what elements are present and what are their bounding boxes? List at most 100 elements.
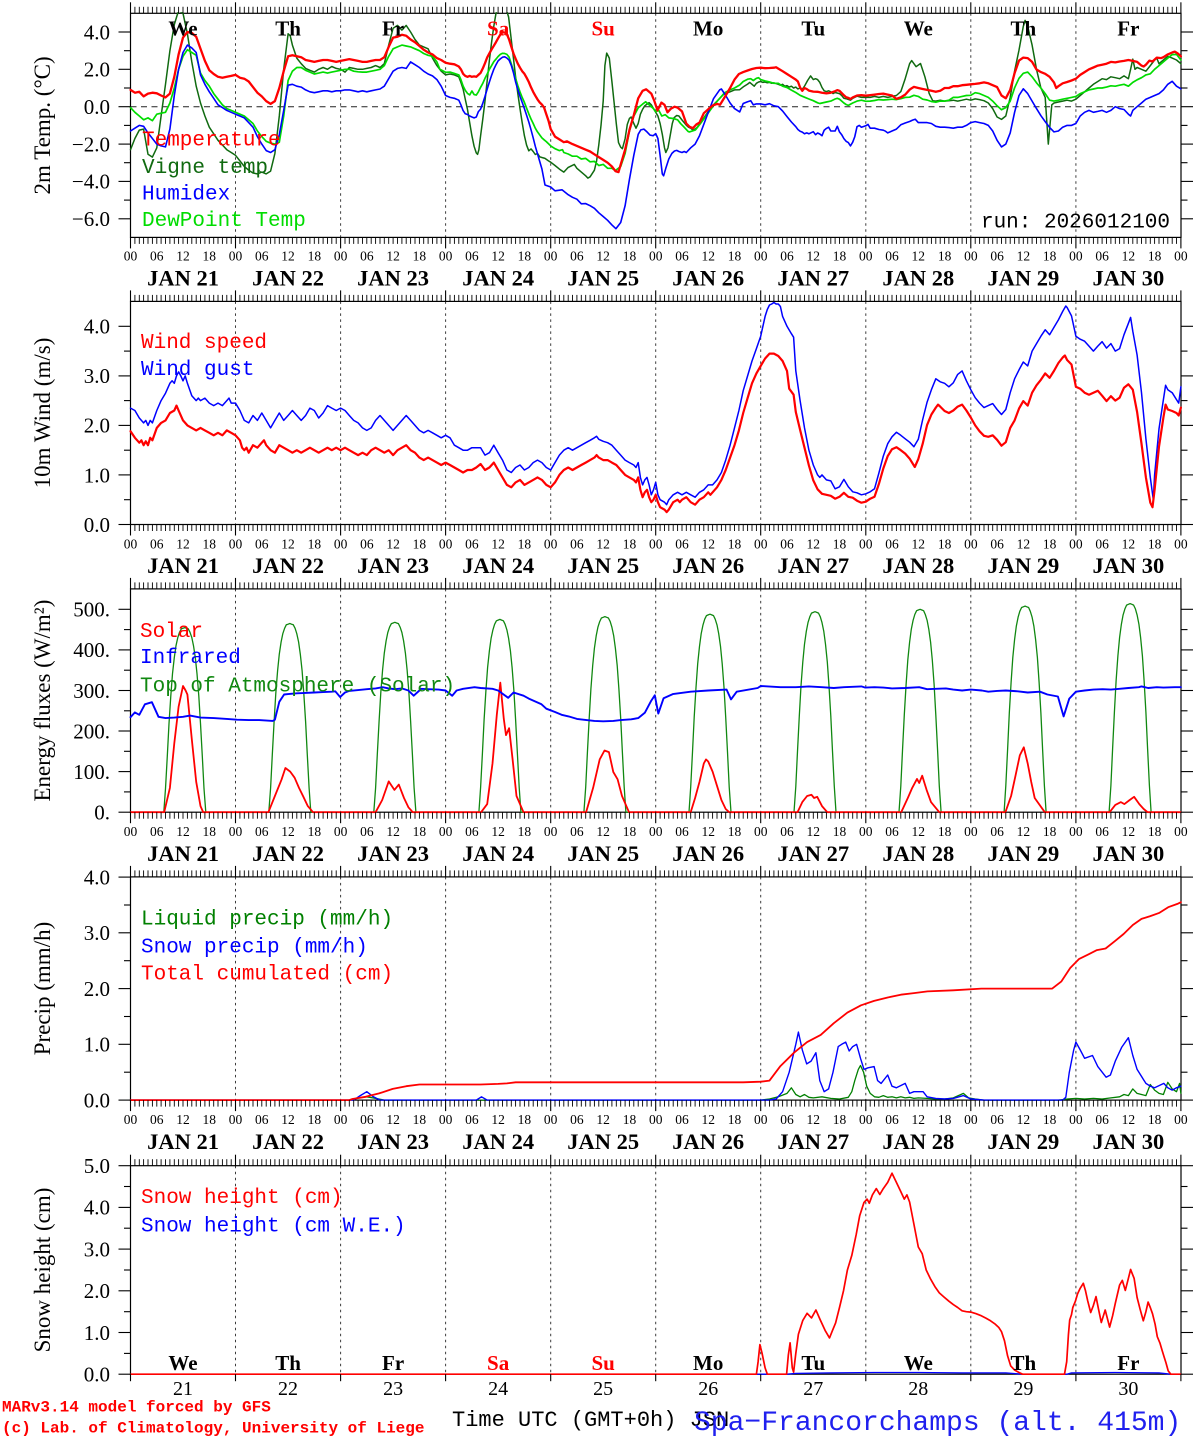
svg-text:18: 18 bbox=[1043, 248, 1057, 263]
svg-text:24: 24 bbox=[488, 1378, 508, 1400]
svg-text:06: 06 bbox=[255, 1112, 269, 1127]
svg-text:12: 12 bbox=[912, 537, 926, 552]
svg-text:12: 12 bbox=[596, 248, 610, 263]
svg-text:12: 12 bbox=[807, 1112, 821, 1127]
svg-text:18: 18 bbox=[413, 537, 427, 552]
svg-text:00: 00 bbox=[124, 824, 138, 839]
svg-text:Liquid precip (mm/h): Liquid precip (mm/h) bbox=[141, 908, 393, 931]
svg-text:12: 12 bbox=[807, 248, 821, 263]
svg-text:Fr: Fr bbox=[382, 1351, 404, 1375]
svg-text:JAN 29: JAN 29 bbox=[987, 1129, 1059, 1154]
svg-text:00: 00 bbox=[124, 248, 138, 263]
svg-text:Fr: Fr bbox=[1117, 16, 1139, 40]
svg-text:Temperature: Temperature bbox=[142, 129, 281, 152]
svg-text:JAN 24: JAN 24 bbox=[462, 841, 534, 866]
svg-text:00: 00 bbox=[1069, 824, 1083, 839]
svg-text:0.0: 0.0 bbox=[84, 1363, 110, 1387]
svg-text:Humidex: Humidex bbox=[142, 184, 230, 207]
svg-text:12: 12 bbox=[491, 248, 505, 263]
svg-text:Spa−Francorchamps (alt. 415m): Spa−Francorchamps (alt. 415m) bbox=[694, 1408, 1181, 1439]
svg-text:JAN 22: JAN 22 bbox=[252, 841, 324, 866]
svg-text:Tu: Tu bbox=[801, 1351, 825, 1375]
svg-text:Su: Su bbox=[592, 16, 616, 40]
svg-text:10m Wind (m/s): 10m Wind (m/s) bbox=[30, 338, 55, 489]
svg-text:JAN 21: JAN 21 bbox=[147, 553, 219, 578]
svg-text:18: 18 bbox=[623, 248, 637, 263]
svg-text:18: 18 bbox=[1148, 1112, 1162, 1127]
svg-text:300.: 300. bbox=[73, 679, 110, 703]
svg-text:06: 06 bbox=[150, 537, 164, 552]
svg-text:Snow height (cm): Snow height (cm) bbox=[30, 1188, 55, 1353]
svg-text:18: 18 bbox=[1148, 248, 1162, 263]
svg-text:JAN 28: JAN 28 bbox=[882, 265, 954, 290]
svg-text:06: 06 bbox=[990, 248, 1004, 263]
svg-text:4.0: 4.0 bbox=[84, 20, 110, 44]
svg-text:00: 00 bbox=[544, 248, 558, 263]
svg-text:Tu: Tu bbox=[801, 16, 825, 40]
svg-text:06: 06 bbox=[570, 1112, 584, 1127]
svg-text:JAN 29: JAN 29 bbox=[987, 265, 1059, 290]
svg-text:12: 12 bbox=[176, 1112, 190, 1127]
svg-text:JAN 25: JAN 25 bbox=[567, 553, 639, 578]
svg-text:06: 06 bbox=[255, 824, 269, 839]
svg-text:JAN 27: JAN 27 bbox=[777, 553, 849, 578]
svg-text:00: 00 bbox=[334, 1112, 348, 1127]
svg-text:12: 12 bbox=[281, 537, 295, 552]
svg-text:12: 12 bbox=[912, 1112, 926, 1127]
svg-text:00: 00 bbox=[649, 824, 663, 839]
svg-text:12: 12 bbox=[596, 537, 610, 552]
svg-text:2.0: 2.0 bbox=[84, 977, 110, 1001]
svg-text:06: 06 bbox=[150, 248, 164, 263]
svg-text:0.0: 0.0 bbox=[84, 95, 110, 119]
svg-text:00: 00 bbox=[859, 248, 873, 263]
svg-text:12: 12 bbox=[912, 824, 926, 839]
svg-text:18: 18 bbox=[623, 824, 637, 839]
svg-text:00: 00 bbox=[229, 824, 243, 839]
svg-text:06: 06 bbox=[1095, 537, 1109, 552]
svg-text:00: 00 bbox=[754, 1112, 768, 1127]
svg-text:JAN 26: JAN 26 bbox=[672, 265, 744, 290]
svg-text:06: 06 bbox=[465, 248, 479, 263]
svg-text:26: 26 bbox=[698, 1378, 718, 1400]
svg-text:00: 00 bbox=[964, 537, 978, 552]
svg-text:DewPoint Temp: DewPoint Temp bbox=[142, 210, 306, 233]
svg-text:12: 12 bbox=[386, 824, 400, 839]
svg-text:JAN 26: JAN 26 bbox=[672, 553, 744, 578]
svg-text:18: 18 bbox=[203, 1112, 217, 1127]
svg-text:00: 00 bbox=[334, 537, 348, 552]
svg-text:Sa: Sa bbox=[487, 1351, 510, 1375]
svg-text:00: 00 bbox=[1174, 248, 1188, 263]
svg-text:Wind gust: Wind gust bbox=[141, 359, 254, 382]
svg-text:Su: Su bbox=[592, 1351, 616, 1375]
svg-text:12: 12 bbox=[386, 248, 400, 263]
svg-text:06: 06 bbox=[675, 1112, 689, 1127]
svg-text:100.: 100. bbox=[73, 760, 110, 784]
svg-text:JAN 25: JAN 25 bbox=[567, 841, 639, 866]
svg-text:12: 12 bbox=[281, 248, 295, 263]
svg-text:JAN 26: JAN 26 bbox=[672, 841, 744, 866]
svg-text:JAN 25: JAN 25 bbox=[567, 1129, 639, 1154]
svg-text:28: 28 bbox=[908, 1378, 928, 1400]
svg-text:00: 00 bbox=[439, 248, 453, 263]
svg-text:200.: 200. bbox=[73, 719, 110, 743]
svg-text:06: 06 bbox=[990, 824, 1004, 839]
svg-text:00: 00 bbox=[859, 537, 873, 552]
svg-text:18: 18 bbox=[413, 248, 427, 263]
svg-text:06: 06 bbox=[780, 824, 794, 839]
svg-text:00: 00 bbox=[859, 824, 873, 839]
svg-text:12: 12 bbox=[1122, 1112, 1136, 1127]
svg-text:12: 12 bbox=[1017, 248, 1031, 263]
svg-text:1.0: 1.0 bbox=[84, 1033, 110, 1057]
svg-text:12: 12 bbox=[1017, 1112, 1031, 1127]
svg-text:00: 00 bbox=[964, 248, 978, 263]
svg-text:06: 06 bbox=[360, 248, 374, 263]
svg-text:18: 18 bbox=[413, 1112, 427, 1127]
svg-text:−4.0: −4.0 bbox=[72, 170, 110, 194]
svg-text:JAN 28: JAN 28 bbox=[882, 1129, 954, 1154]
svg-text:22: 22 bbox=[278, 1378, 298, 1400]
svg-text:18: 18 bbox=[728, 537, 742, 552]
svg-text:12: 12 bbox=[1122, 824, 1136, 839]
svg-text:12: 12 bbox=[491, 824, 505, 839]
svg-text:00: 00 bbox=[649, 248, 663, 263]
svg-text:(c) Lab. of Climatology, Unive: (c) Lab. of Climatology, University of L… bbox=[2, 1420, 424, 1438]
